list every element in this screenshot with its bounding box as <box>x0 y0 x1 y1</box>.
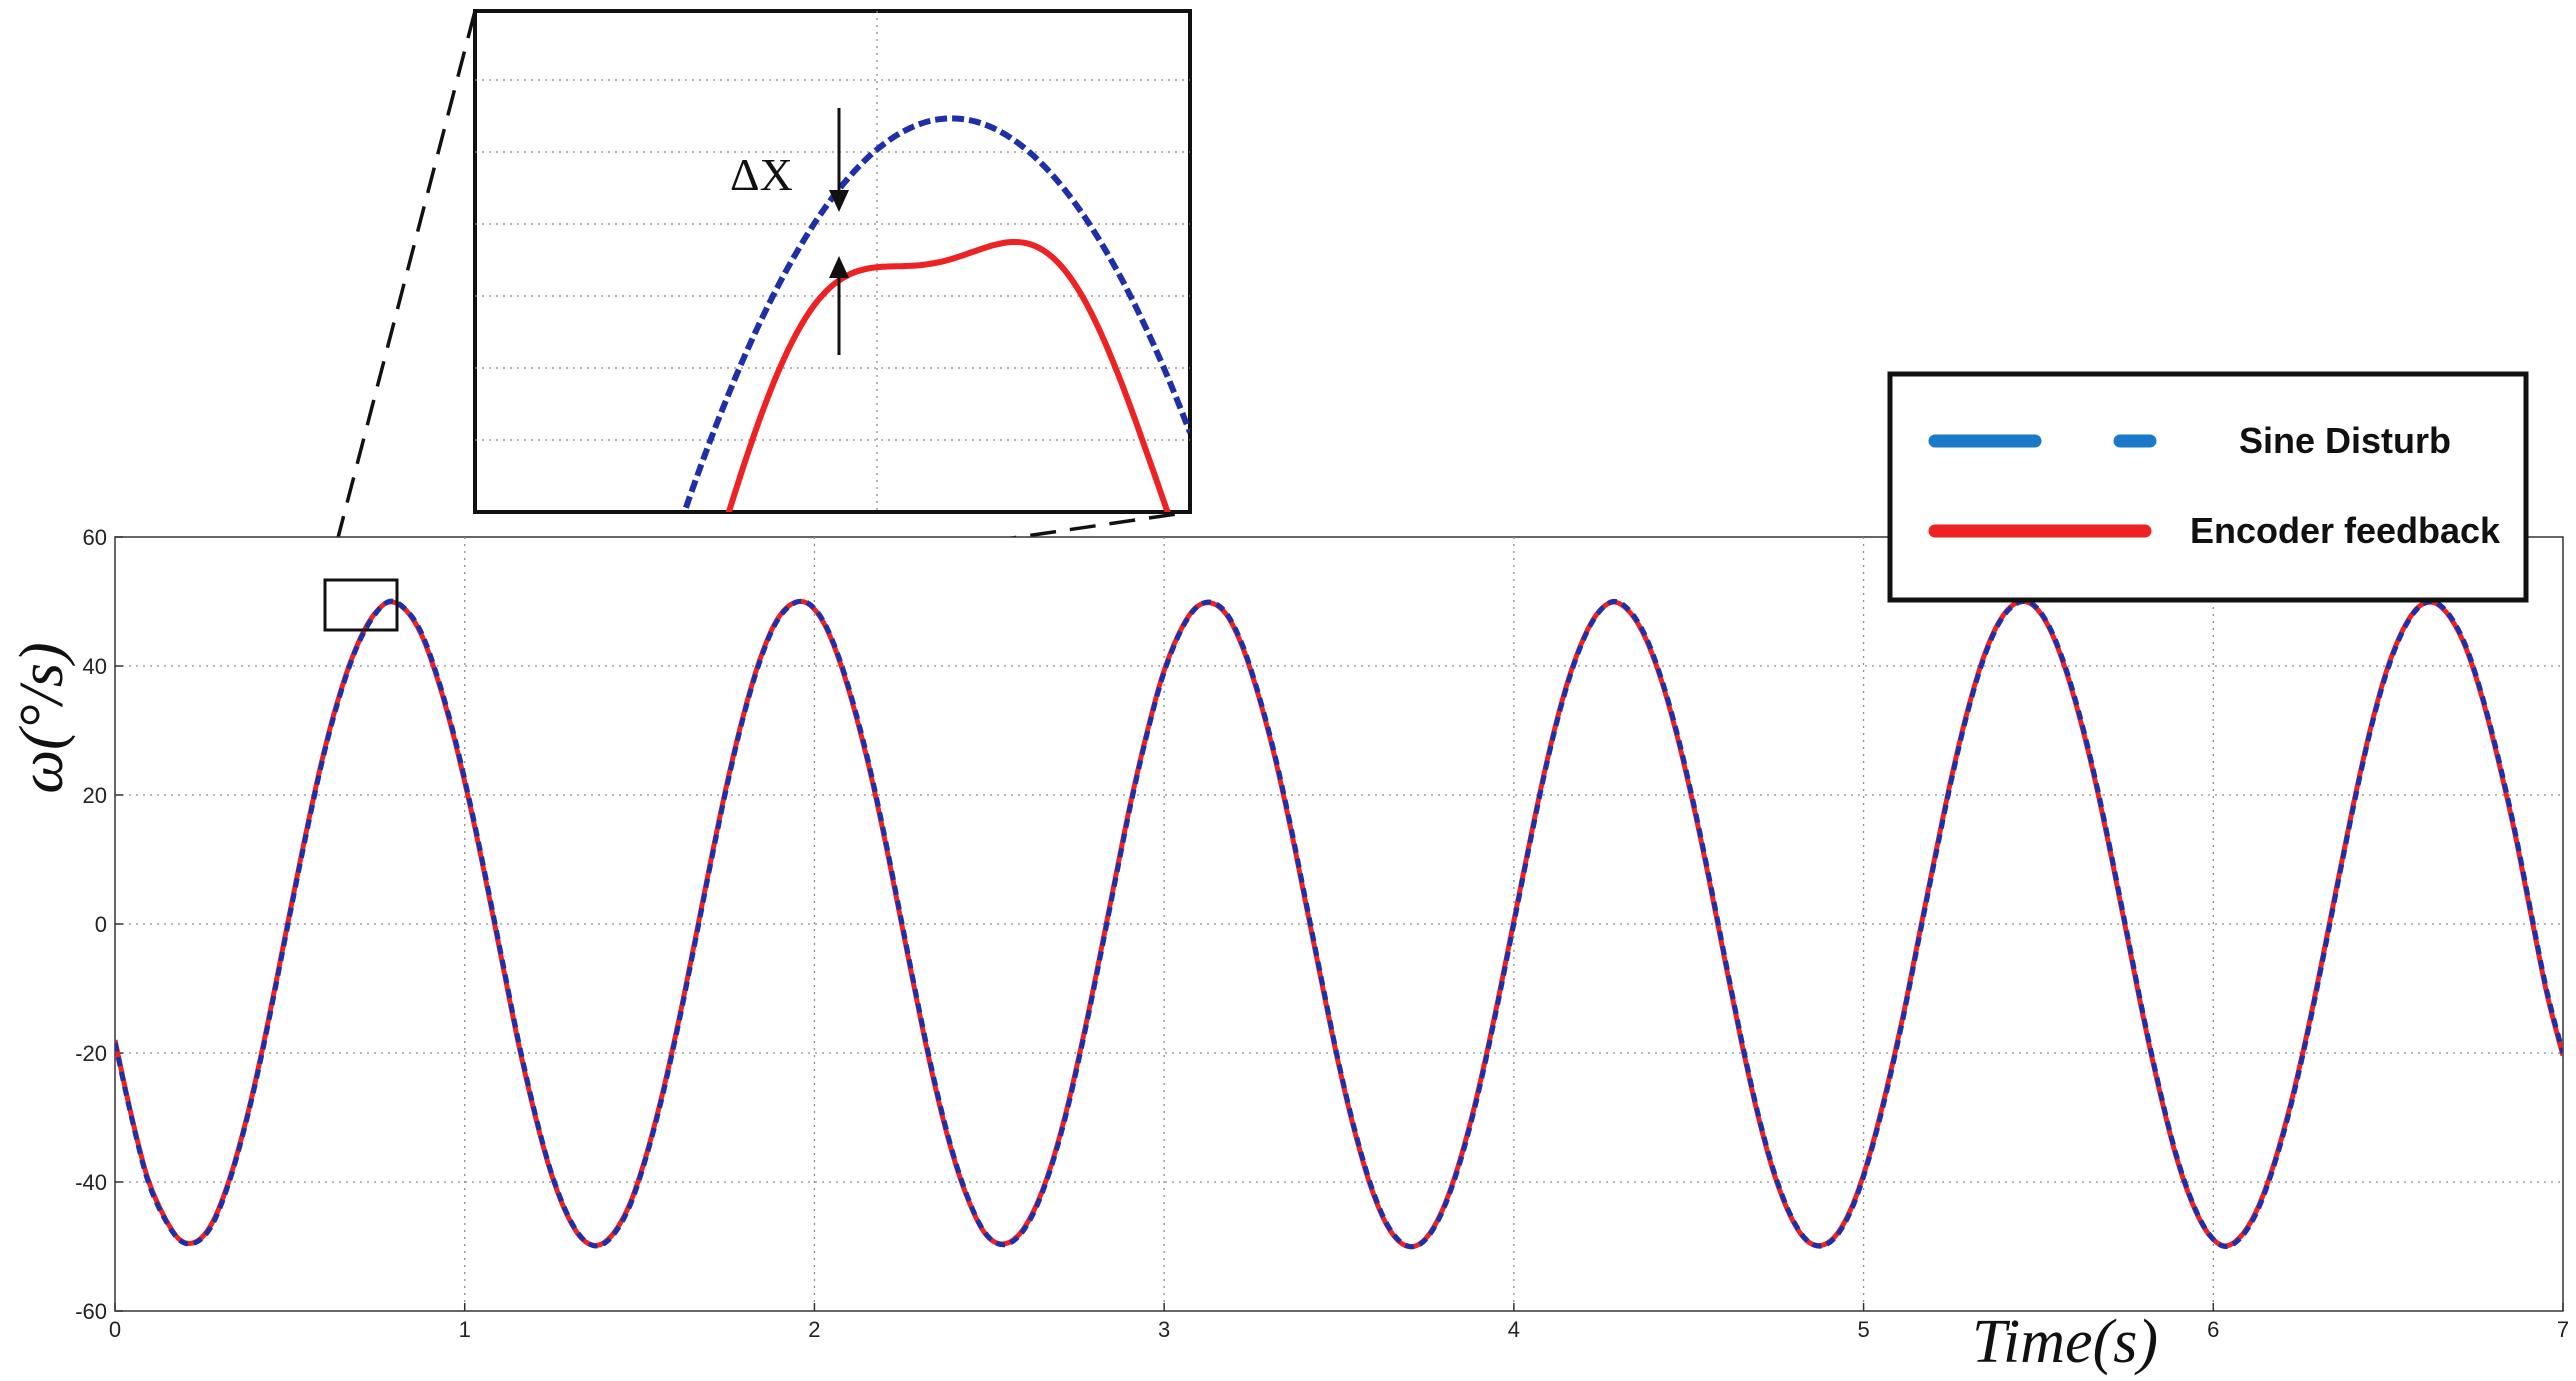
zoom-region <box>323 578 399 632</box>
y-tick-label: 60 <box>83 525 107 550</box>
main-plot: 0 1 2 3 4 5 6 7 60 40 20 0 -20 -40 -60 Time(s) ω(°/s) <box>8 525 2569 1376</box>
x-axis-title: Time(s) <box>1972 1308 2158 1376</box>
delta-x-annotation: ΔX <box>730 108 849 355</box>
inset-encoder-feedback-line <box>725 238 1171 512</box>
x-tick-label: 3 <box>1158 1317 1170 1342</box>
zoom-inset: ΔX <box>325 9 1192 630</box>
y-tick-label: -40 <box>75 1170 107 1195</box>
x-tick-label: 0 <box>109 1317 121 1342</box>
delta-x-label: ΔX <box>730 149 793 200</box>
sine-disturb-line <box>115 598 2563 1250</box>
y-tick-label: 40 <box>83 654 107 679</box>
arrow-down-icon <box>829 190 849 212</box>
inset-gridlines <box>475 11 1190 512</box>
inset-curves <box>681 115 1190 512</box>
x-tick-label: 6 <box>2207 1317 2219 1342</box>
connector-line <box>325 10 477 581</box>
x-tick-label: 7 <box>2557 1317 2569 1342</box>
x-tick-label: 5 <box>1857 1317 1869 1342</box>
inset-sine-disturb-line <box>681 115 1190 512</box>
y-tick-label: -20 <box>75 1041 107 1066</box>
x-tick-label: 1 <box>459 1317 471 1342</box>
inset-frame <box>473 9 1192 514</box>
zoom-box <box>323 578 399 632</box>
y-tick-label: 20 <box>83 783 107 808</box>
x-tick-label: 2 <box>808 1317 820 1342</box>
legend-entry-encoder-feedback: Encoder feedback <box>1928 510 2501 551</box>
legend-label: Encoder feedback <box>2190 510 2501 551</box>
y-axis-title: ω(°/s) <box>8 642 76 793</box>
series-lines <box>115 598 2563 1250</box>
legend-label: Sine Disturb <box>2239 420 2451 461</box>
y-tick-label: 0 <box>95 912 107 937</box>
legend-entry-sine-disturb: Sine Disturb <box>1928 420 2451 461</box>
legend: Sine Disturb Encoder feedback <box>1887 371 2529 603</box>
legend-box <box>1887 371 2529 603</box>
y-tick-label: -60 <box>75 1299 107 1324</box>
axis-ticks: 0 1 2 3 4 5 6 7 60 40 20 0 -20 -40 -60 <box>75 525 2569 1342</box>
arrow-up-icon <box>829 256 849 278</box>
x-tick-label: 4 <box>1508 1317 1520 1342</box>
